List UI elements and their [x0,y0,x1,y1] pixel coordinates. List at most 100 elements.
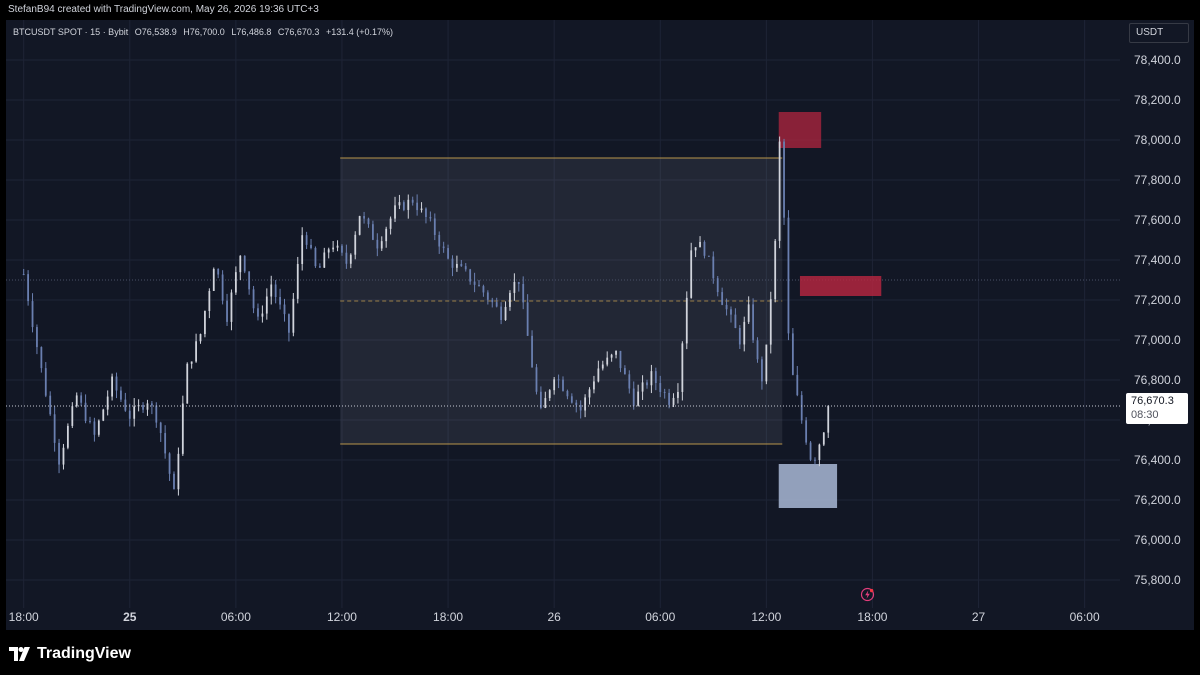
demand-zone [778,464,838,508]
candle-body [796,374,799,396]
candle-body [106,396,109,410]
candle-body [358,216,361,235]
candle-body [204,311,206,335]
candle-body [535,367,538,392]
change-value: +131.4 (+0.17%) [325,27,394,37]
candle-body [226,300,228,322]
lightning-icon[interactable] [860,587,875,602]
candle-body [531,335,533,368]
candle-body [102,409,105,421]
candle-body [296,263,299,299]
candle-body [40,347,43,369]
low-value: L76,486.8 [231,27,272,37]
candle-body [694,247,697,251]
candle-body [791,333,794,375]
candle-body [252,289,255,309]
candle-body [31,301,34,328]
candle-body [265,296,268,314]
price-tick-label: 78,000.0 [1134,133,1181,147]
last-price-label: 76,670.3 08:30 [1126,393,1188,424]
price-tick-label: 75,800.0 [1134,573,1181,587]
candle-body [22,274,25,275]
candle-body [84,402,87,422]
candle-body [49,395,52,415]
candle-body [62,447,65,465]
candle-body [659,383,662,392]
candle-body [425,208,427,217]
candle-body [323,252,326,268]
candle-body [668,392,670,405]
candle-body [685,297,688,344]
candle-body [654,371,657,384]
currency-unit-button[interactable]: USDT [1129,23,1189,43]
candle-body [385,228,388,242]
candle-body [230,292,233,322]
candle-body [301,235,304,264]
candle-body [80,395,83,403]
candle-body [120,390,122,400]
candle-body [526,302,529,336]
candle-body [66,425,69,448]
candle-body [725,304,728,310]
time-tick-label: 18:00 [857,610,887,624]
candle-body [473,281,476,285]
candle-body [575,402,578,406]
candle-body [805,420,808,443]
price-tick-label: 76,000.0 [1134,533,1181,547]
chart-panel[interactable] [6,20,1194,630]
candle-body [460,263,463,267]
candlestick-chart[interactable]: 78,400.0 78,200.0 78,000.0 77,800.0 77,600.0… [6,20,1194,630]
supply-zone-low [799,276,882,296]
candle-body [570,396,573,403]
candle-body [257,308,259,317]
candle-body [690,250,693,298]
candle-body [124,399,127,411]
candle-body [363,216,365,219]
tradingview-logo[interactable]: TradingView [9,645,131,663]
candle-body [769,299,772,345]
candle-body [738,328,741,345]
candle-body [451,258,454,268]
candle-body [380,241,383,249]
candle-body [53,414,56,443]
candle-body [133,406,136,419]
candle-body [195,341,197,362]
candle-body [186,363,189,404]
candle-body [752,304,754,341]
candle-body [93,421,96,435]
candle-body [234,272,237,293]
symbol-info[interactable]: BTCUSDT SPOT · 15 · Bybit [13,27,129,37]
price-tick-label: 77,200.0 [1134,293,1181,307]
candle-body [504,306,507,320]
candle-body [628,374,631,389]
candle-body [221,274,224,301]
candle-body [539,391,542,408]
candle-body [416,202,419,211]
candle-body [243,255,246,272]
candle-body [314,247,317,267]
candle-body [146,403,149,410]
candle-body [522,283,525,303]
candle-body [641,382,644,392]
candle-body [159,422,162,434]
candle-body [615,350,617,355]
price-tick-label: 77,600.0 [1134,213,1181,227]
price-tick-label: 76,400.0 [1134,453,1181,467]
candle-body [721,292,724,305]
author-credit: StefanB94 created with TradingView.com, … [8,4,319,15]
top-bar: StefanB94 created with TradingView.com, … [0,0,1200,20]
tradingview-logo-icon [9,647,30,661]
candle-body [637,391,640,406]
candle-body [438,234,441,247]
candle-body [544,398,547,408]
candle-body [681,343,684,392]
candle-body [509,292,511,307]
candle-body [712,256,715,279]
candle-body [619,350,622,369]
candle-body [765,344,768,382]
candle-body [500,306,503,320]
time-tick-label: 18:00 [9,610,39,624]
candle-body [747,304,750,322]
candle-body [411,199,414,203]
candle-body [181,403,184,454]
